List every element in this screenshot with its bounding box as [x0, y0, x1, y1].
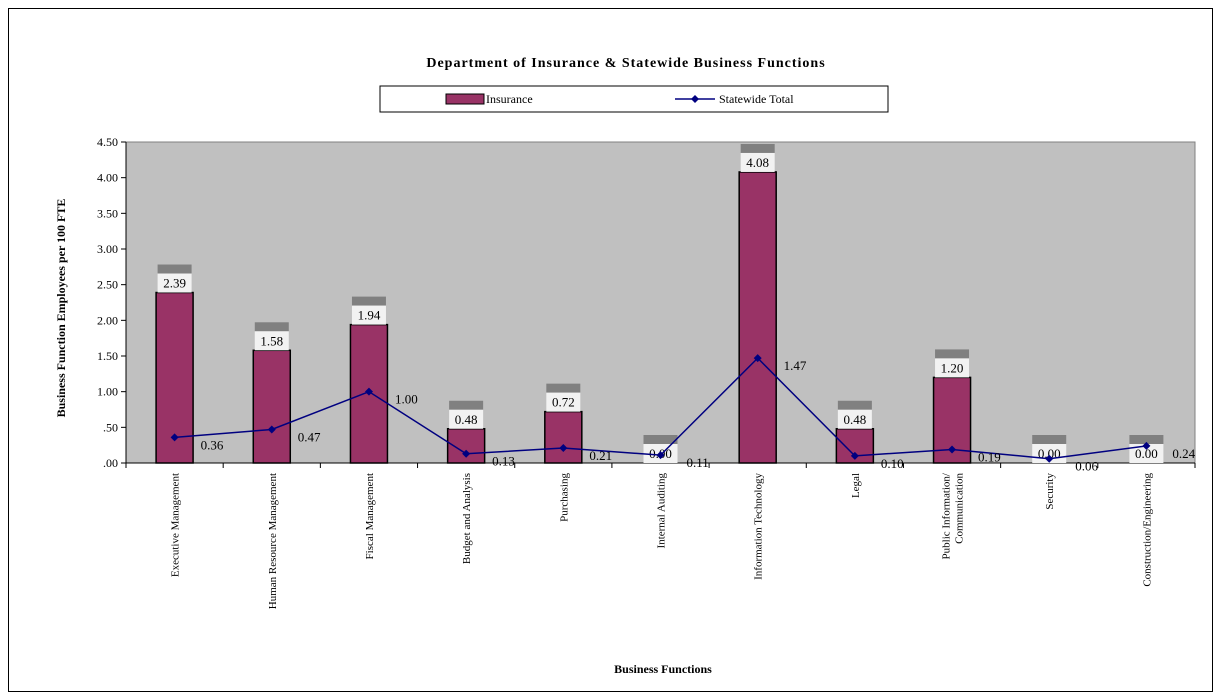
x-category-label: Communication: [954, 473, 966, 544]
y-tick-label: 4.50: [97, 135, 118, 149]
line-data-label: 0.10: [881, 456, 904, 471]
x-category-label: Purchasing: [558, 473, 570, 522]
line-data-label: 1.47: [784, 358, 807, 373]
point-statewide-total: [364, 387, 373, 396]
bar-data-label: 1.58: [260, 333, 283, 348]
bar-label-shade: [837, 400, 872, 410]
bar-label-shade: [449, 400, 484, 410]
x-category-label: Construction/Engineering: [1141, 473, 1153, 587]
point-statewide-total: [462, 449, 471, 458]
point-statewide-total: [850, 451, 859, 460]
line-data-label: 0.13: [492, 454, 515, 469]
bar-label-insurance: 1.58: [254, 322, 289, 351]
bar-label-shade: [254, 322, 289, 332]
x-category-label: Budget and Analysis: [461, 473, 473, 564]
legend-label-insurance: Insurance: [486, 92, 533, 106]
bar-label-box: [351, 305, 386, 325]
point-statewide-total: [948, 445, 957, 454]
chart-title: Department of Insurance & Statewide Busi…: [426, 56, 825, 71]
bar-label-box: [546, 392, 581, 412]
bar-label-shade: [643, 435, 678, 444]
bar-data-label: 4.08: [746, 155, 769, 170]
bar-label-box: [1129, 444, 1164, 463]
y-tick-label: 2.00: [97, 313, 118, 327]
bar-label-shade: [1129, 435, 1164, 444]
legend-label-statewide-total: Statewide Total: [719, 92, 794, 106]
y-tick-label: 1.00: [97, 385, 118, 399]
bar-label-insurance: 0.48: [449, 400, 484, 429]
bar-data-label: 0.48: [455, 412, 478, 427]
bar-label-insurance: 0.72: [546, 383, 581, 412]
x-category-label: Internal Auditing: [656, 473, 668, 549]
bar-label-insurance: 4.08: [740, 143, 775, 172]
legend: Insurance Statewide Total: [379, 85, 889, 113]
bar-label-insurance: 1.20: [935, 349, 970, 378]
bar-label-shade: [157, 264, 192, 274]
bar-insurance: [738, 171, 777, 464]
bar-data-label: 1.94: [358, 308, 381, 323]
point-statewide-total: [753, 354, 762, 363]
bar-label-insurance: 2.39: [157, 264, 192, 293]
bar-label-shade: [351, 296, 386, 306]
bar-data-label: 0.48: [843, 412, 866, 427]
bar-label-box: [157, 273, 192, 293]
bar-label-shade: [935, 349, 970, 359]
chart-svg: Department of Insurance & Statewide Busi…: [54, 56, 1196, 676]
x-category-label: Public Information/: [941, 472, 953, 559]
bar-label-insurance: 0.48: [837, 400, 872, 429]
bar-insurance: [544, 410, 583, 464]
x-category-label: Security: [1044, 473, 1056, 510]
x-axis-title: Business Functions: [614, 662, 712, 676]
bar-label-box: [254, 331, 289, 351]
y-tick-label: 3.50: [97, 206, 118, 220]
x-category-label: Information Technology: [753, 473, 765, 580]
y-tick-label: 1.50: [97, 349, 118, 363]
x-category-label: Human Resource Management: [267, 473, 279, 609]
x-category-label: Legal: [850, 473, 862, 498]
bar-label-shade: [1032, 435, 1067, 444]
point-statewide-total: [656, 451, 665, 460]
y-tick-label: .50: [103, 420, 118, 434]
y-tick-label: 2.50: [97, 278, 118, 292]
line-data-label: 0.24: [1172, 446, 1195, 461]
bar-label-shade: [740, 143, 775, 153]
y-tick-label: .00: [103, 456, 118, 470]
chart-frame: Department of Insurance & Statewide Busi…: [8, 8, 1213, 692]
bar-label-box: [935, 358, 970, 378]
line-data-label: 1.00: [395, 392, 418, 407]
bar-label-insurance: 1.94: [351, 296, 386, 325]
y-axis-title: Business Function Employees per 100 FTE: [54, 199, 68, 418]
y-tick-label: 4.00: [97, 171, 118, 185]
bar-label-insurance: 0.00: [1129, 435, 1164, 463]
bar-label-box: [837, 409, 872, 429]
bar-insurance: [252, 349, 292, 464]
line-data-label: 0.21: [589, 448, 612, 463]
line-data-label: 0.11: [687, 455, 709, 470]
x-category-label: Fiscal Management: [364, 473, 376, 559]
bar-label-shade: [546, 383, 581, 393]
legend-swatch-statewide-marker: [691, 95, 699, 103]
bar-data-label: 1.20: [941, 360, 964, 375]
point-statewide-total: [1045, 454, 1054, 463]
point-statewide-total: [267, 425, 276, 434]
plot-area: .00 .50 1.00 1.50 2.00 2.50 3.00 3.50 4.00 4.50 2.…: [97, 135, 1196, 609]
bar-data-label: 0.00: [1135, 446, 1158, 461]
bar-label-box: [740, 152, 775, 172]
bar-data-label: 2.39: [163, 276, 186, 291]
legend-swatch-insurance: [445, 93, 485, 105]
bar-label-box: [449, 409, 484, 429]
point-statewide-total: [170, 433, 179, 442]
line-data-label: 0.36: [201, 437, 224, 452]
bar-data-label: 0.72: [552, 395, 575, 410]
point-statewide-total: [559, 444, 568, 453]
x-category-label: Executive Management: [170, 473, 182, 577]
line-data-label: 0.06: [1075, 459, 1098, 474]
y-tick-label: 3.00: [97, 242, 118, 256]
line-data-label: 0.47: [298, 429, 321, 444]
point-statewide-total: [1142, 441, 1151, 450]
line-data-label: 0.19: [978, 449, 1001, 464]
